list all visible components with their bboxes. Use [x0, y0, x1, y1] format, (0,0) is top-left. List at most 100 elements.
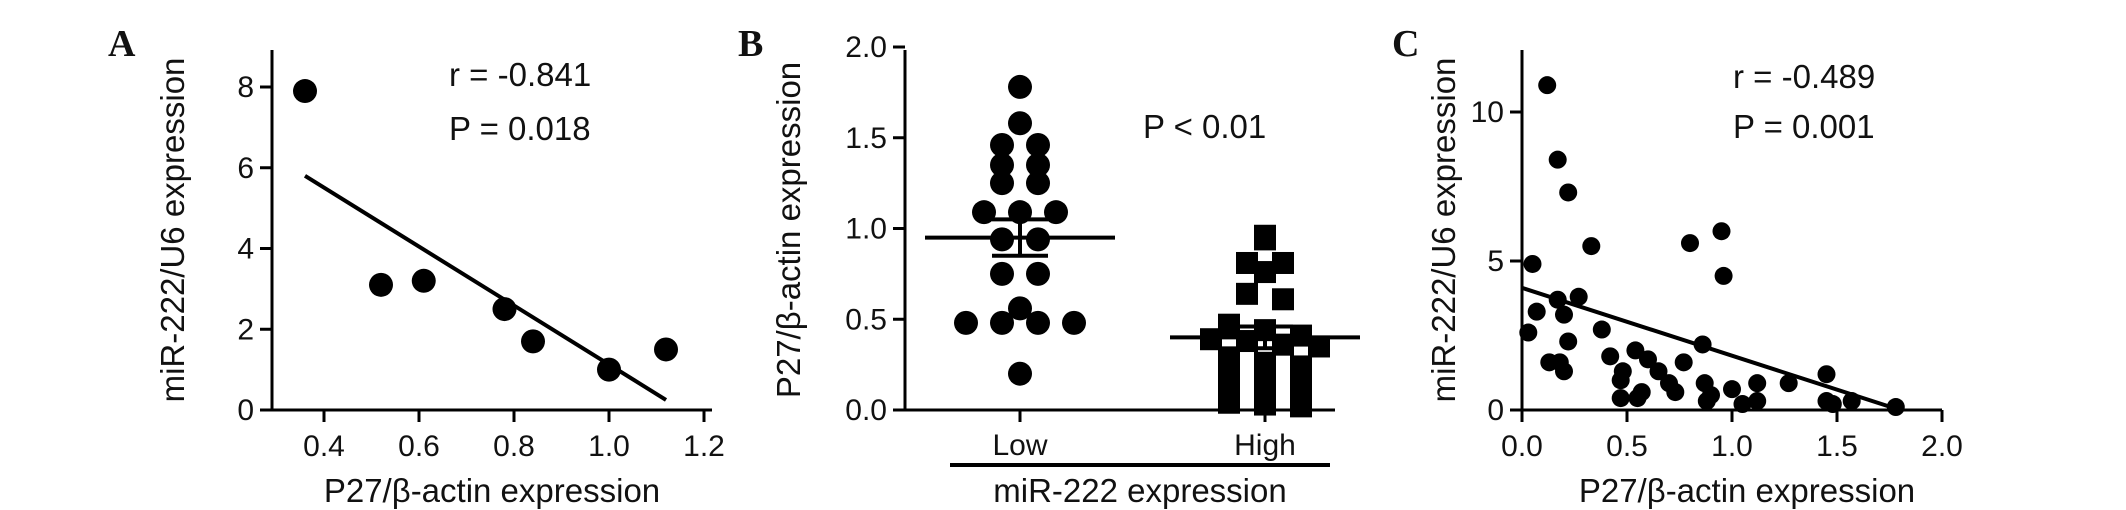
- panel-b-y-tick-label: 0.5: [845, 303, 887, 336]
- panel-c-data-point: [1723, 380, 1741, 399]
- panel-a-data-point: [521, 329, 545, 354]
- panel-c-letter: C: [1392, 23, 1419, 65]
- panel-c-data-point: [1550, 353, 1569, 372]
- panel-b-p-value: P < 0.01: [1143, 108, 1266, 145]
- panel-c-y-tick-label: 5: [1487, 245, 1504, 278]
- panel-c-data-point: [1681, 234, 1699, 253]
- panel-c-data-point: [1693, 335, 1712, 354]
- panel-c-data-point: [1569, 287, 1588, 306]
- panel-c-x-tick-label: 1.5: [1816, 430, 1858, 463]
- panel-c-data-point: [1886, 398, 1905, 417]
- panel-b-category-low: Low: [992, 429, 1047, 462]
- panel-b-data-point-high: [1272, 251, 1294, 274]
- panel-b-data-point-high: [1236, 251, 1258, 274]
- panel-b-mean-sem: [925, 217, 1360, 351]
- panel-b-data-point-high: [1236, 282, 1258, 305]
- panel-b-data-point-high: [1218, 346, 1240, 369]
- panel-c-x-tick-label: 1.0: [1711, 430, 1753, 463]
- panel-c-data-point: [1592, 320, 1611, 339]
- panel-c-data-point: [1842, 392, 1861, 411]
- panel-a-data-point: [597, 357, 621, 382]
- panel-b-data-point-low: [990, 310, 1014, 335]
- panel-b-data-point-low: [1062, 310, 1086, 335]
- panel-c-data-point: [1559, 332, 1578, 351]
- panel-b-data-point-low: [1026, 310, 1050, 335]
- panel-a-letter: A: [108, 23, 136, 65]
- panel-b-data-point-low: [990, 261, 1014, 286]
- panel-a-x-ticks: 0.4 0.6 0.8 1.0 1.2: [303, 410, 725, 463]
- panel-b-data-point-low: [1008, 111, 1032, 136]
- panel-c-y-tick-label: 10: [1471, 96, 1504, 129]
- panel-b-points: [954, 74, 1330, 418]
- panel-b-data-point-low: [1008, 74, 1032, 99]
- panel-c: C 0.0 0.5 1.0 1.5 2.0 0 5 10 r = -0.489 P = 0.…: [1392, 23, 1963, 509]
- panel-c-data-point: [1523, 254, 1542, 273]
- panel-b-data-point-high: [1254, 351, 1276, 374]
- panel-a-y-tick-label: 8: [237, 71, 254, 104]
- panel-a-axes: [270, 50, 712, 412]
- panel-b-data-point-low: [990, 133, 1014, 158]
- panel-c-y-label: miR-222/U6 expression: [1425, 58, 1462, 403]
- panel-c-data-point: [1823, 395, 1842, 414]
- panel-a-points: [293, 79, 678, 382]
- panel-c-data-point: [1748, 392, 1767, 411]
- panel-c-data-point: [1666, 383, 1685, 402]
- panel-b-data-point-low: [1008, 296, 1032, 321]
- panel-b: B 0.0 0.5 1.0 1.5 2.0 Low High P < 0.01 miR-…: [738, 23, 1360, 509]
- panel-b-data-point-high: [1218, 313, 1240, 336]
- panel-b-data-point-high: [1254, 224, 1276, 247]
- panel-b-y-tick-label: 1.5: [845, 122, 887, 155]
- panel-a-x-tick-label: 1.0: [588, 430, 630, 463]
- panel-c-data-point: [1519, 323, 1538, 342]
- panel-c-y-tick-label: 0: [1487, 394, 1504, 427]
- panel-c-data-point: [1779, 374, 1798, 393]
- panel-b-y-tick-label: 1.0: [845, 213, 887, 246]
- panel-a-y-tick-label: 6: [237, 152, 254, 185]
- panel-b-data-point-high: [1272, 288, 1294, 311]
- panel-a-p-value: P = 0.018: [449, 110, 591, 147]
- panel-a-y-label: miR-222/U6 expression: [154, 58, 191, 403]
- panel-b-data-point-low: [990, 171, 1014, 196]
- panel-a-x-label: P27/β-actin expression: [324, 472, 660, 509]
- panel-b-y-tick-label: 2.0: [845, 31, 887, 64]
- panel-b-y-ticks: 0.0 0.5 1.0 1.5 2.0: [845, 31, 905, 427]
- panel-c-data-point: [1697, 392, 1716, 411]
- panel-a-data-point: [411, 268, 436, 293]
- panel-b-y-tick-label: 0.0: [845, 394, 887, 427]
- panel-b-data-point-high: [1290, 355, 1312, 378]
- panel-c-data-point: [1548, 150, 1567, 169]
- panel-c-data-point: [1611, 389, 1630, 408]
- panel-c-data-point: [1582, 237, 1601, 256]
- panel-a-y-tick-label: 4: [237, 233, 254, 266]
- panel-b-data-point-low: [990, 152, 1014, 177]
- panel-b-letter: B: [738, 23, 763, 65]
- panel-b-data-point-low: [1026, 171, 1050, 196]
- panel-c-points: [1519, 76, 1905, 417]
- panel-c-data-point: [1639, 350, 1657, 369]
- panel-a-x-tick-label: 0.6: [398, 430, 440, 463]
- panel-c-data-point: [1712, 222, 1731, 241]
- panel-b-data-point-high: [1290, 389, 1312, 412]
- panel-a-r-value: r = -0.841: [449, 56, 591, 93]
- panel-c-x-tick-label: 2.0: [1921, 430, 1963, 463]
- panel-b-data-point-low: [1026, 133, 1050, 158]
- panel-c-data-point: [1674, 353, 1693, 372]
- panel-a-x-tick-label: 0.4: [303, 430, 345, 463]
- panel-a: A 0.4 0.6 0.8 1.0 1.2 0 2 4 6 8 r = -0.841 P = 0…: [108, 23, 725, 509]
- panel-c-data-point: [1817, 365, 1836, 384]
- panel-c-x-label: P27/β-actin expression: [1579, 472, 1915, 509]
- panel-c-x-tick-label: 0.5: [1606, 430, 1648, 463]
- panel-c-data-point: [1548, 290, 1567, 309]
- panel-c-y-ticks: 0 5 10: [1471, 96, 1522, 427]
- panel-a-data-point: [369, 272, 393, 297]
- panel-b-data-point-low: [972, 200, 996, 225]
- panel-a-data-point: [654, 337, 678, 362]
- panel-c-data-point: [1601, 347, 1620, 366]
- panel-c-data-point: [1527, 302, 1546, 321]
- panel-c-r-value: r = -0.489: [1733, 58, 1875, 95]
- panel-a-data-point: [492, 297, 517, 322]
- panel-c-data-point: [1628, 389, 1647, 408]
- panel-c-data-point: [1611, 371, 1630, 390]
- panel-c-data-point: [1714, 266, 1733, 285]
